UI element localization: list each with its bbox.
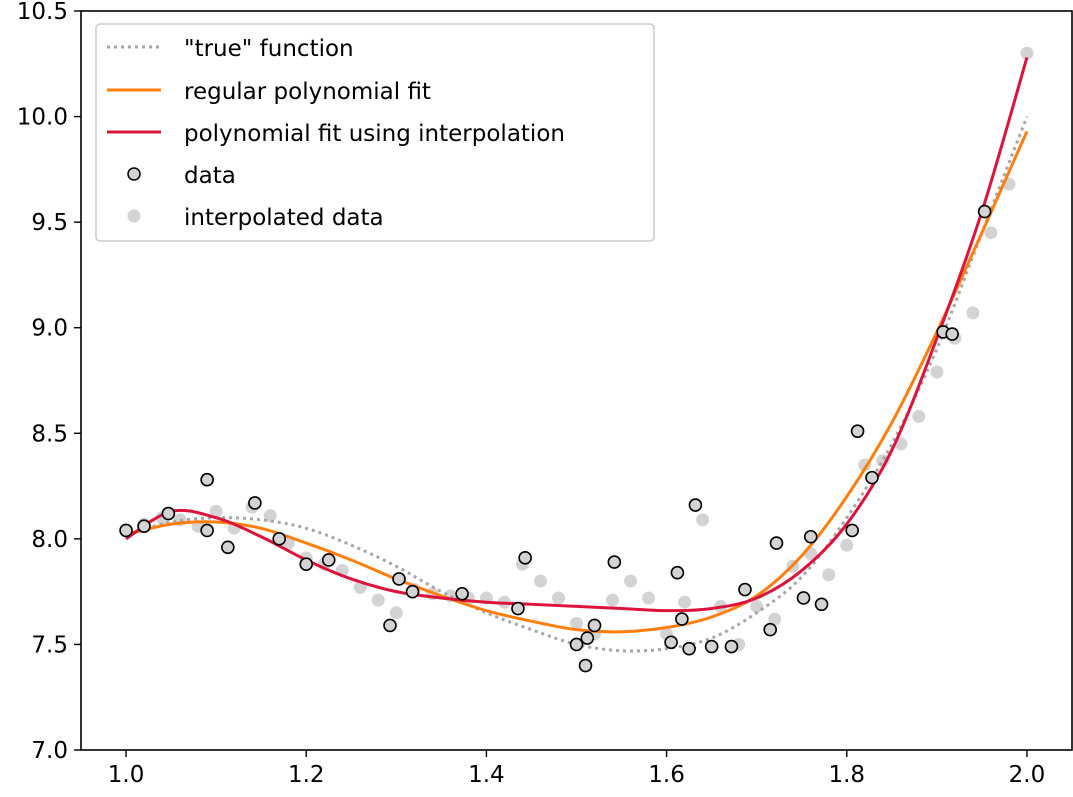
point-data-34 bbox=[845, 523, 859, 538]
legend-label-regular-fit: regular polynomial fit bbox=[184, 79, 431, 105]
point-data-13 bbox=[455, 586, 469, 601]
point-data-12 bbox=[405, 584, 420, 599]
point-interpolated-data-45 bbox=[930, 365, 944, 379]
point-data-35 bbox=[850, 424, 865, 438]
point-interpolated-data-25 bbox=[570, 616, 583, 630]
x-tick-label-0: 1.0 bbox=[108, 762, 145, 788]
point-interpolated-data-29 bbox=[642, 591, 656, 605]
point-interpolated-data-24 bbox=[551, 591, 565, 605]
y-tick-label-6: 10.0 bbox=[17, 105, 68, 131]
y-tick-label-4: 9.0 bbox=[31, 316, 68, 342]
legend-marker-interpolated-data bbox=[127, 209, 141, 223]
point-data-31 bbox=[796, 591, 811, 605]
x-tick-label-2: 1.4 bbox=[468, 762, 505, 788]
point-data-27 bbox=[724, 639, 739, 654]
point-interpolated-data-5 bbox=[209, 504, 223, 518]
point-data-17 bbox=[578, 658, 593, 673]
point-data-8 bbox=[299, 557, 314, 571]
point-data-36 bbox=[865, 470, 879, 485]
x-tick-label-3: 1.6 bbox=[648, 762, 685, 788]
point-interpolated-data-50 bbox=[1020, 46, 1034, 60]
x-tick-label-4: 1.8 bbox=[828, 762, 865, 788]
point-data-18 bbox=[580, 631, 595, 645]
point-interpolated-data-36 bbox=[768, 612, 782, 626]
point-data-2 bbox=[161, 506, 176, 521]
point-data-32 bbox=[803, 529, 818, 544]
point-data-4 bbox=[200, 523, 214, 538]
legend-box bbox=[95, 23, 655, 242]
point-data-30 bbox=[769, 536, 784, 550]
point-interpolated-data-27 bbox=[606, 593, 620, 607]
point-interpolated-data-39 bbox=[822, 568, 836, 582]
point-data-7 bbox=[272, 532, 287, 546]
point-interpolated-data-40 bbox=[840, 538, 854, 552]
point-data-21 bbox=[664, 635, 678, 650]
point-interpolated-data-23 bbox=[533, 574, 547, 588]
plot-data-layer bbox=[119, 46, 1034, 673]
point-data-5 bbox=[221, 540, 235, 555]
point-data-28 bbox=[738, 582, 752, 597]
point-data-10 bbox=[383, 618, 397, 633]
legend-label-interp-fit: polynomial fit using interpolation bbox=[184, 121, 565, 147]
x-tick-label-1: 1.2 bbox=[288, 762, 325, 788]
point-data-14 bbox=[511, 601, 525, 616]
legend-label-interpolated-data: interpolated data bbox=[184, 205, 384, 231]
plot-frame bbox=[80, 10, 1073, 751]
point-data-24 bbox=[682, 641, 696, 656]
point-data-20 bbox=[607, 555, 622, 569]
y-tick-label-2: 8.0 bbox=[31, 527, 68, 553]
series-line-regular-polynomial-fit bbox=[125, 130, 1029, 634]
point-data-19 bbox=[587, 618, 602, 633]
point-data-22 bbox=[670, 565, 685, 580]
point-data-26 bbox=[704, 639, 719, 654]
point-interpolated-data-15 bbox=[389, 606, 403, 620]
point-interpolated-data-35 bbox=[750, 599, 764, 613]
point-interpolated-data-28 bbox=[624, 574, 638, 588]
point-data-3 bbox=[200, 472, 214, 487]
point-data-33 bbox=[814, 597, 829, 612]
point-data-0 bbox=[119, 523, 133, 538]
y-tick-label-3: 8.5 bbox=[31, 421, 68, 447]
legend-label-true-function: "true" function bbox=[184, 36, 354, 62]
point-interpolated-data-8 bbox=[263, 509, 277, 523]
point-data-1 bbox=[137, 519, 151, 533]
point-data-9 bbox=[321, 553, 336, 567]
point-interpolated-data-44 bbox=[912, 409, 926, 423]
point-data-25 bbox=[688, 498, 703, 512]
point-interpolated-data-47 bbox=[966, 306, 980, 320]
y-tick-label-7: 10.5 bbox=[17, 0, 68, 25]
legend-marker-data bbox=[127, 167, 141, 181]
point-interpolated-data-14 bbox=[371, 593, 385, 607]
x-tick-label-5: 2.0 bbox=[1009, 762, 1046, 788]
point-data-11 bbox=[392, 572, 406, 586]
point-interpolated-data-48 bbox=[984, 226, 998, 240]
y-tick-label-5: 9.5 bbox=[31, 210, 68, 236]
point-data-6 bbox=[248, 496, 262, 510]
point-data-39 bbox=[977, 204, 992, 219]
y-tick-label-0: 7.0 bbox=[31, 738, 68, 764]
point-interpolated-data-31 bbox=[678, 595, 692, 609]
point-data-29 bbox=[763, 622, 777, 637]
point-data-23 bbox=[675, 612, 689, 626]
point-data-16 bbox=[569, 637, 584, 652]
point-interpolated-data-32 bbox=[696, 513, 710, 527]
axis-ticks: 1.0 1.2 1.4 1.6 1.8 2.0 7.0 7.5 8.0 8.5 9.0 9.5 10.0… bbox=[17, 0, 1045, 788]
point-data-15 bbox=[518, 551, 532, 565]
legend-label-data: data bbox=[184, 163, 236, 189]
legend: "true" function regular polynomial fit p… bbox=[95, 23, 655, 242]
series-line-polynomial-fit-using-interpolation bbox=[125, 57, 1029, 613]
y-tick-label-1: 7.5 bbox=[31, 632, 68, 658]
point-data-38 bbox=[945, 327, 959, 341]
